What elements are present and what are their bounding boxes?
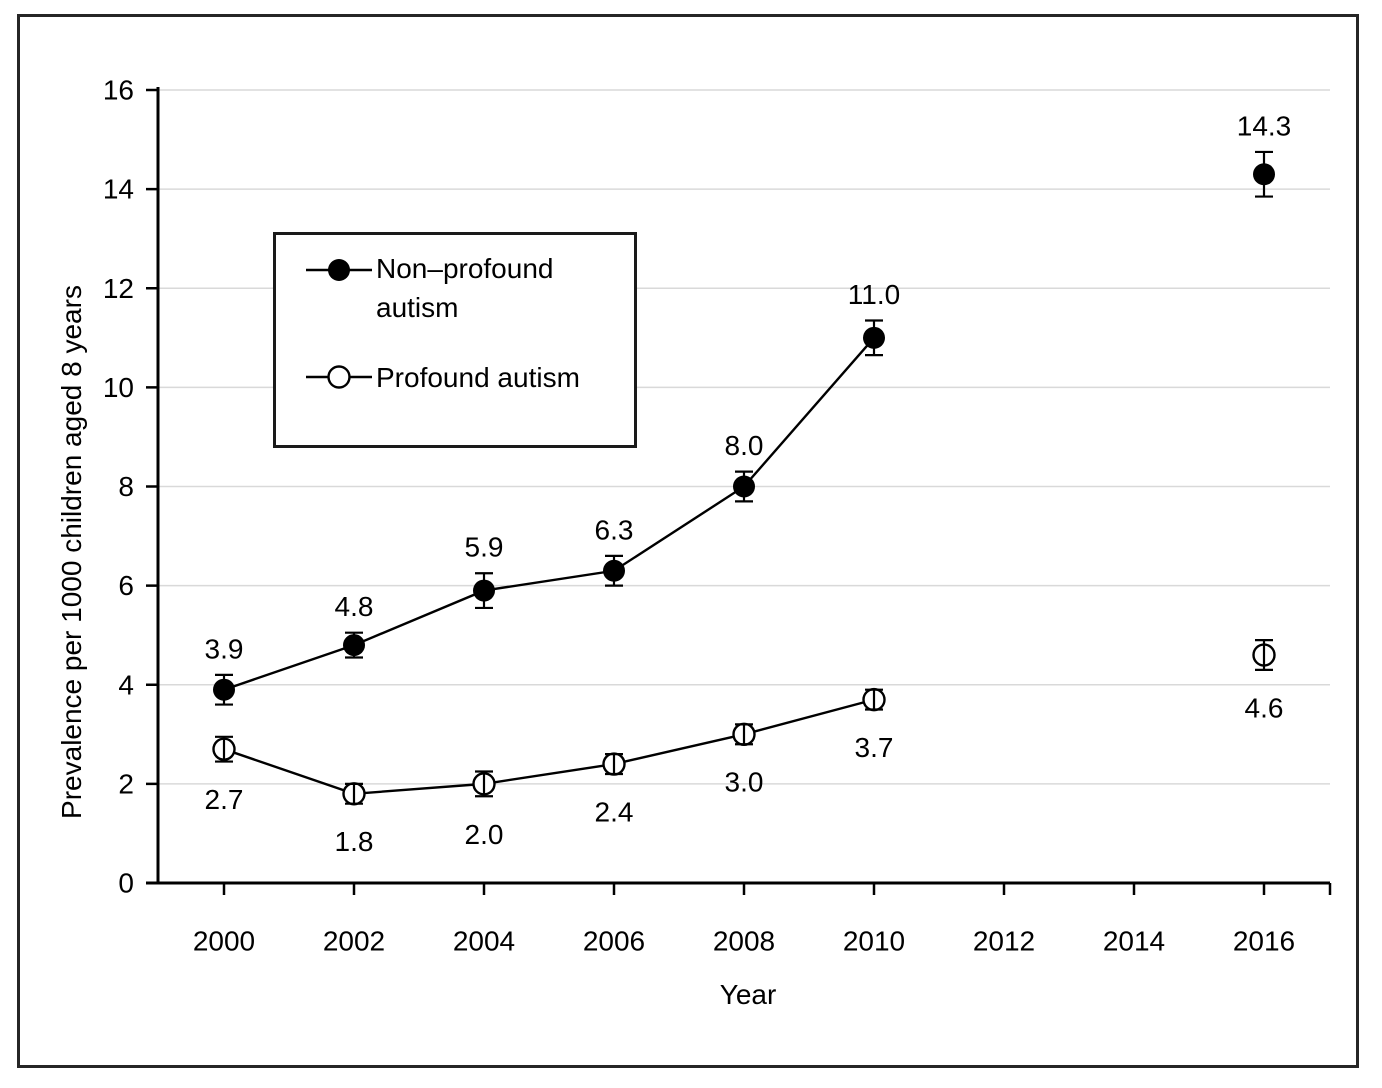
filled-circle-marker-icon	[306, 259, 372, 281]
data-point-label: 14.3	[1237, 110, 1292, 141]
data-point-label: 5.9	[465, 532, 504, 563]
legend: Non–profound autism Profound autism	[273, 232, 637, 448]
y-tick-label: 16	[103, 75, 134, 106]
data-point-label: 3.0	[725, 767, 764, 798]
x-tick-label: 2014	[1103, 926, 1165, 957]
y-tick-label: 4	[118, 669, 134, 700]
y-tick-label: 2	[118, 768, 134, 799]
data-point-label: 11.0	[848, 279, 900, 310]
data-point-label: 2.0	[465, 819, 504, 850]
x-tick-label: 2012	[973, 926, 1035, 957]
data-point-label: 4.8	[335, 591, 374, 622]
y-tick-label: 12	[103, 273, 134, 304]
data-point-label: 6.3	[595, 514, 634, 545]
data-point-label: 3.7	[855, 732, 894, 763]
y-tick-label: 6	[118, 570, 134, 601]
x-tick-label: 2004	[453, 926, 515, 957]
y-tick-label: 14	[103, 174, 134, 205]
legend-label-profound: Profound autism	[376, 362, 580, 393]
data-point-label: 2.7	[205, 784, 244, 815]
open-circle-marker-icon	[306, 365, 372, 389]
x-tick-label: 2008	[713, 926, 775, 957]
series-line	[223, 337, 875, 691]
data-point-label: 2.4	[595, 796, 634, 827]
x-axis-title: Year	[719, 979, 777, 1010]
x-tick-label: 2016	[1233, 926, 1295, 957]
data-point-label: 1.8	[335, 826, 374, 857]
figure-border	[17, 14, 1359, 1068]
x-tick-label: 2002	[323, 926, 385, 957]
y-axis-title: Prevalence per 1000 children aged 8 year…	[56, 285, 87, 819]
data-point-label: 4.6	[1245, 692, 1284, 723]
y-tick-label: 8	[118, 471, 134, 502]
data-point-label: 8.0	[725, 430, 764, 461]
y-tick-label: 0	[118, 868, 134, 899]
y-tick-label: 10	[103, 372, 134, 403]
x-tick-label: 2010	[843, 926, 905, 957]
x-tick-label: 2006	[583, 926, 645, 957]
data-point-label: 3.9	[205, 633, 244, 664]
x-tick-label: 2000	[193, 926, 255, 957]
legend-label-non-profound: Non–profound autism	[376, 253, 554, 323]
series-line	[223, 698, 875, 796]
